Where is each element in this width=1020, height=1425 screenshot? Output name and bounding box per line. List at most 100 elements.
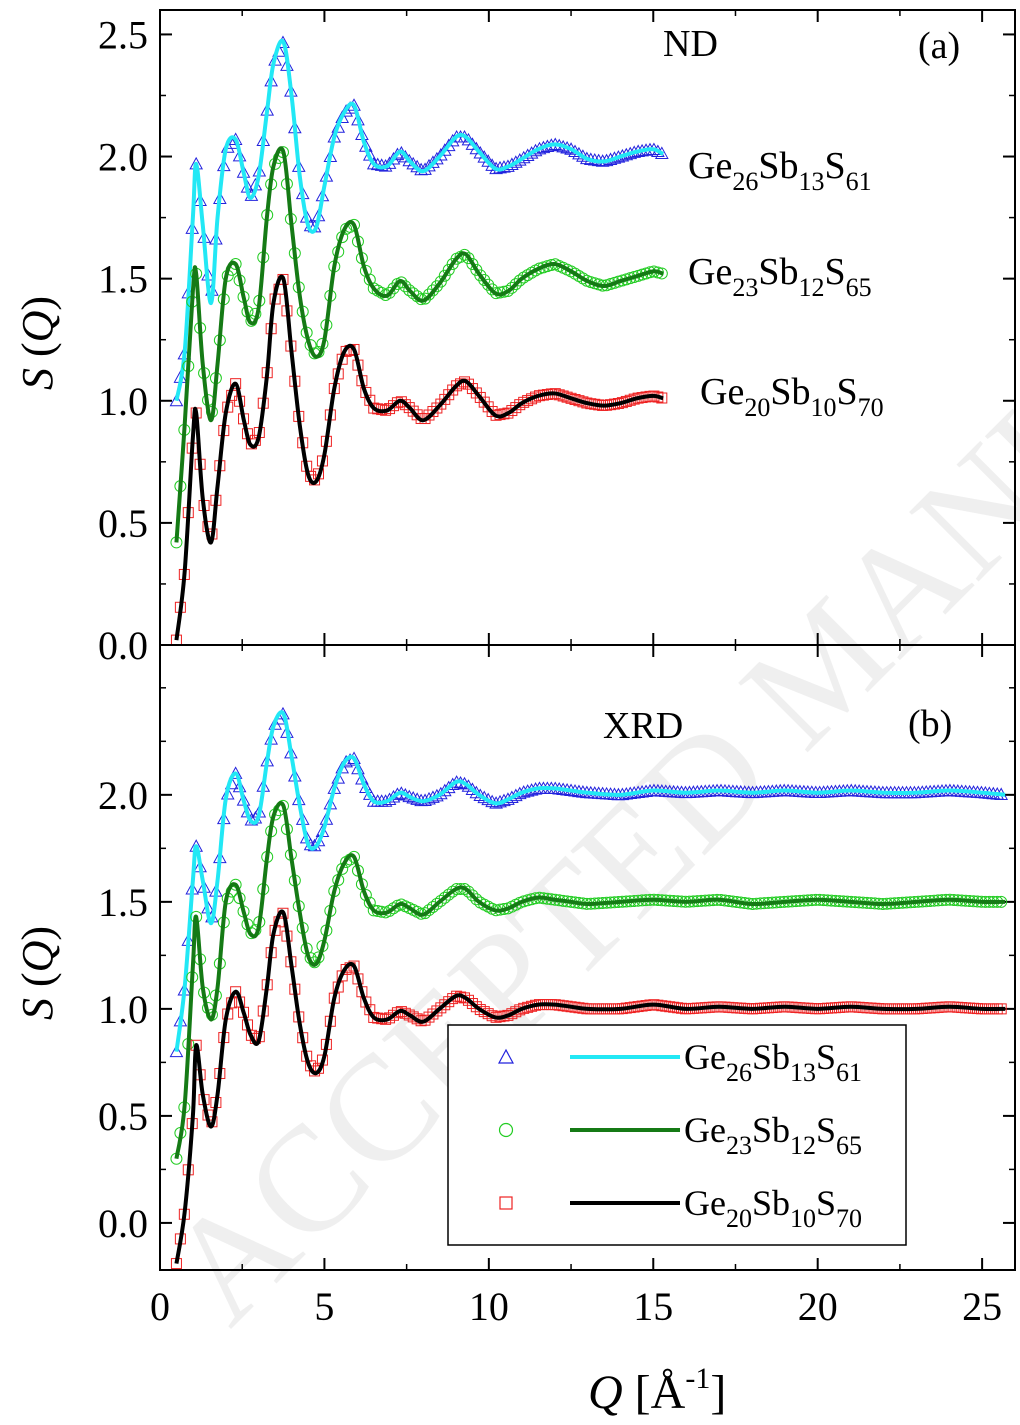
- series-Ge20Sb10S70: [170, 273, 668, 646]
- marker-circle: [367, 904, 380, 917]
- marker-circle: [501, 284, 514, 297]
- legend-label: Ge20Sb10S70: [684, 1183, 862, 1233]
- marker-square: [470, 387, 482, 399]
- marker-square: [384, 403, 396, 415]
- marker-circle: [399, 280, 412, 293]
- marker-circle: [442, 263, 455, 276]
- panel-label-b: (b): [908, 703, 952, 745]
- marker-circle: [387, 902, 400, 915]
- marker-circle: [474, 269, 487, 282]
- x-tick-label: 25: [962, 1284, 1002, 1329]
- marker-square: [368, 402, 380, 414]
- y-tick-label: 1.0: [98, 987, 148, 1032]
- panel-b-ticks: 0.0 0.5 1.0 1.5 2.0 0 5 10 15 20 25: [98, 645, 1015, 1329]
- series-Ge20Sb10S70: [170, 907, 1007, 1270]
- marker-square: [403, 402, 415, 414]
- y-tick-label: 0.5: [98, 501, 148, 546]
- marker-square: [486, 406, 498, 418]
- marker-square: [435, 1002, 447, 1014]
- marker-circle: [462, 252, 475, 265]
- y-tick-label: 1.5: [98, 880, 148, 925]
- marker-square: [407, 405, 419, 417]
- marker-triangle: [366, 156, 381, 170]
- series-Ge26Sb13S61: [169, 35, 669, 407]
- marker-circle: [434, 275, 447, 288]
- marker-circle: [422, 904, 435, 917]
- marker-triangle: [169, 1044, 184, 1058]
- series-line: [174, 274, 664, 641]
- series-Ge23Sb12S65: [170, 799, 1008, 1165]
- marker-circle: [438, 269, 451, 282]
- marker-square: [443, 996, 455, 1008]
- y-tick-label: 0.5: [98, 1094, 148, 1139]
- series-annotation: Ge26Sb13S61: [688, 145, 872, 196]
- x-tick-label: 10: [469, 1284, 509, 1329]
- marker-circle: [442, 888, 455, 901]
- y-tick-label: 0.0: [98, 1201, 148, 1246]
- marker-square: [462, 378, 474, 390]
- marker-square: [431, 402, 443, 414]
- marker-square: [387, 400, 399, 412]
- panel-a-series: [169, 35, 669, 646]
- panel-a-nd: 0.00.51.01.52.02.5 ND (a) Ge26Sb13S61Ge2…: [13, 9, 1016, 668]
- marker-square: [423, 1011, 435, 1023]
- legend-box: [447, 1024, 907, 1246]
- series-line: [174, 800, 1006, 1160]
- panel-b-series: [169, 706, 1009, 1270]
- marker-circle: [403, 284, 416, 297]
- marker-triangle: [169, 393, 184, 407]
- y-tick-label: 2.0: [98, 135, 148, 180]
- y-tick-label: 1.0: [98, 379, 148, 424]
- marker-circle: [430, 897, 443, 910]
- marker-circle: [426, 284, 439, 297]
- marker-triangle: [351, 761, 365, 775]
- y-tick-label: 2.5: [98, 12, 148, 57]
- marker-triangle: [335, 110, 350, 123]
- marker-circle: [462, 885, 475, 898]
- series-line: [174, 38, 665, 402]
- panel-b-frame: [159, 644, 1016, 1271]
- marker-circle: [466, 889, 479, 902]
- series-line: [174, 146, 664, 543]
- marker-circle: [438, 891, 451, 904]
- marker-circle: [478, 274, 491, 287]
- series-line: [174, 710, 1006, 1052]
- panel-a-ticks: 0.0 0.5 1.0 1.5 2.0 2.5: [98, 10, 1015, 668]
- marker-square: [506, 405, 518, 417]
- marker-square: [403, 1009, 415, 1021]
- marker-circle: [434, 894, 447, 907]
- marker-circle: [422, 288, 435, 301]
- marker-square: [478, 1006, 490, 1018]
- marker-square: [518, 396, 530, 408]
- marker-triangle: [331, 771, 346, 784]
- marker-circle: [426, 900, 439, 913]
- panel-a-annotations: Ge26Sb13S61 Ge23Sb12S65 Ge20Sb10S70: [688, 145, 884, 422]
- technique-label-xrd: XRD: [603, 705, 683, 747]
- marker-circle: [430, 280, 443, 293]
- technique-label-nd: ND: [663, 23, 718, 65]
- legend-marker-square: [499, 1196, 513, 1210]
- marker-square: [368, 1011, 380, 1023]
- y-axis-title-b: S (Q): [13, 926, 62, 1020]
- marker-square: [466, 998, 478, 1010]
- marker-triangle: [441, 138, 456, 152]
- marker-circle: [482, 278, 495, 291]
- x-tick-label: 20: [798, 1284, 838, 1329]
- marker-square: [399, 399, 411, 411]
- legend-label: Ge26Sb13S61: [684, 1037, 862, 1087]
- marker-square: [474, 1004, 486, 1016]
- x-axis-title: Q [Å-1]: [588, 1362, 726, 1419]
- marker-circle: [446, 885, 459, 898]
- x-tick-label: 5: [314, 1284, 334, 1329]
- marker-triangle: [437, 143, 452, 156]
- marker-square: [427, 406, 439, 418]
- marker-square: [466, 383, 478, 395]
- marker-triangle: [331, 120, 346, 133]
- marker-circle: [407, 287, 420, 300]
- x-tick-label: 15: [633, 1284, 673, 1329]
- y-tick-label: 0.0: [98, 623, 148, 668]
- x-tick-label: 0: [150, 1284, 170, 1329]
- marker-square: [387, 1009, 399, 1021]
- series-Ge26Sb13S61: [169, 706, 1009, 1058]
- marker-square: [427, 1008, 439, 1020]
